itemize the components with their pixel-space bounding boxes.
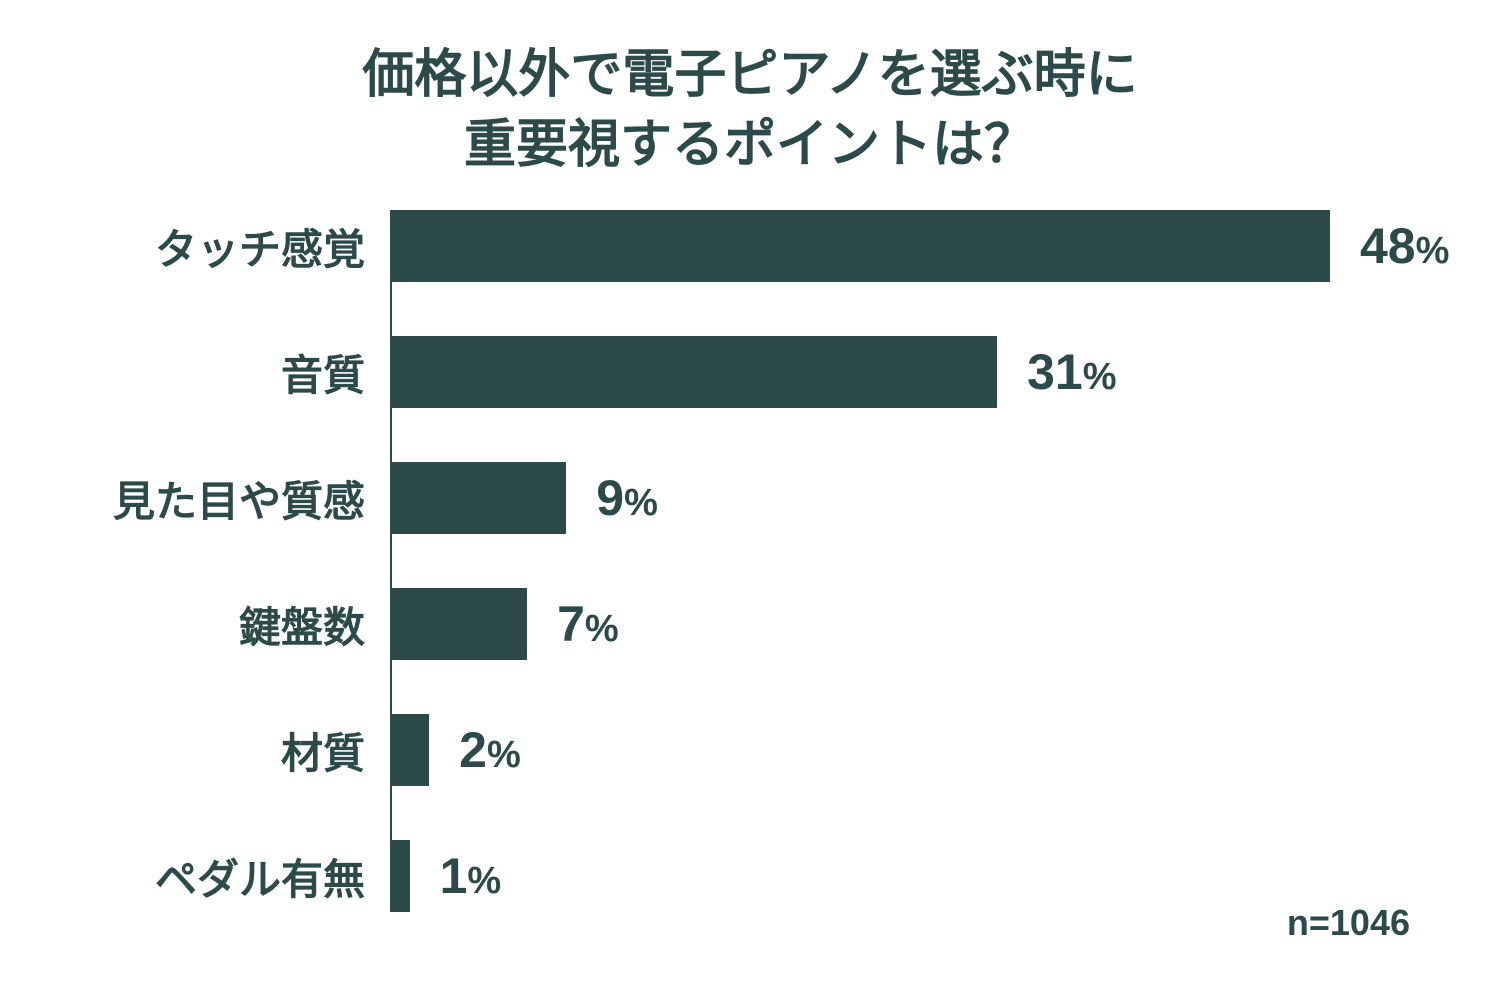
bar-wrap: 7% [390, 588, 1420, 660]
sample-size-note: n=1046 [1287, 902, 1410, 944]
category-label: 見た目や質感 [80, 468, 390, 529]
bar-wrap: 1% [390, 840, 1420, 912]
bar-row: 見た目や質感 9% [80, 462, 1420, 534]
value-label: 2% [459, 721, 521, 779]
bar-wrap: 48% [390, 210, 1449, 282]
category-label: ペダル有無 [80, 846, 390, 907]
value-label: 31% [1027, 343, 1116, 401]
bar [390, 336, 997, 408]
category-label: 音質 [80, 342, 390, 403]
bar [390, 840, 410, 912]
bar-row: 鍵盤数 7% [80, 588, 1420, 660]
category-label: 材質 [80, 720, 390, 781]
bar-chart: 価格以外で電子ピアノを選ぶ時に 重要視するポイントは？ タッチ感覚48%音質31… [0, 0, 1500, 1000]
bar [390, 210, 1330, 282]
value-label: 48% [1360, 217, 1449, 275]
chart-title-line2: 重要視するポイントは？ [80, 110, 1420, 180]
bar-wrap: 2% [390, 714, 1420, 786]
value-label: 9% [596, 469, 658, 527]
value-label: 1% [440, 847, 502, 905]
value-label: 7% [557, 595, 619, 653]
category-label: タッチ感覚 [80, 216, 390, 277]
chart-title-line1: 価格以外で電子ピアノを選ぶ時に [80, 40, 1420, 110]
chart-title: 価格以外で電子ピアノを選ぶ時に 重要視するポイントは？ [80, 40, 1420, 180]
bar [390, 714, 429, 786]
bar-row: 材質 2% [80, 714, 1420, 786]
y-axis-line [390, 210, 392, 912]
category-label: 鍵盤数 [80, 594, 390, 655]
bar-row: ペダル有無 1% [80, 840, 1420, 912]
bar-row: タッチ感覚48% [80, 210, 1420, 282]
bar-row: 音質 31% [80, 336, 1420, 408]
bars-area: タッチ感覚48% 音質 31% 見た目や質感 9% 鍵盤数 7% 材質 2% ペダル有無 1% [80, 210, 1420, 912]
bar [390, 462, 566, 534]
bar-wrap: 31% [390, 336, 1420, 408]
bar [390, 588, 527, 660]
bar-wrap: 9% [390, 462, 1420, 534]
